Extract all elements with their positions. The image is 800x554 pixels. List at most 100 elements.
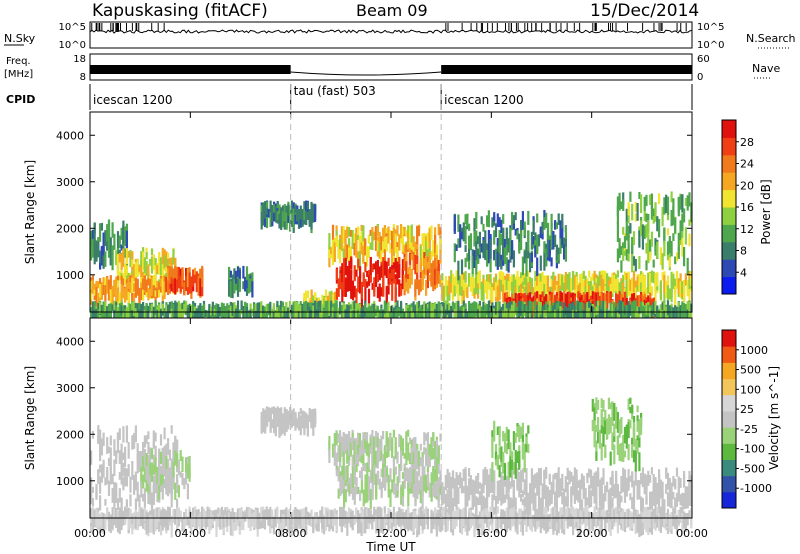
data-cell: [240, 300, 243, 311]
data-cell: [90, 292, 93, 300]
data-cell: [340, 226, 343, 245]
data-cell: [473, 493, 476, 507]
data-cell: [649, 292, 652, 303]
data-cell: [359, 470, 362, 478]
data-cell: [289, 407, 292, 415]
data-cell: [541, 221, 544, 234]
data-cell: [273, 406, 276, 422]
data-cell: [183, 281, 186, 296]
data-cell: [143, 276, 146, 291]
data-cell: [600, 408, 603, 418]
data-cell: [219, 516, 222, 526]
data-cell: [441, 283, 444, 301]
data-cell: [600, 274, 603, 293]
data-cell: [165, 266, 168, 273]
data-cell: [193, 277, 197, 284]
data-cell: [464, 271, 467, 283]
data-cell: [595, 293, 598, 309]
data-cell: [260, 416, 263, 434]
data-cell: [337, 239, 340, 259]
data-cell: [145, 517, 148, 535]
data-cell: [138, 494, 141, 508]
data-cell: [142, 445, 145, 457]
data-cell: [350, 259, 353, 269]
data-cell: [618, 238, 621, 259]
data-cell: [113, 508, 116, 519]
data-cell: [417, 450, 421, 469]
data-cell: [263, 306, 266, 324]
data-cell: [514, 212, 517, 221]
data-cell: [401, 472, 405, 479]
data-cell: [649, 244, 652, 259]
data-cell: [650, 204, 653, 220]
data-cell: [645, 474, 648, 491]
data-cell: [152, 285, 155, 298]
data-cell: [493, 308, 496, 326]
data-cell: [167, 280, 170, 295]
data-cell: [539, 294, 542, 309]
data-cell: [435, 481, 438, 496]
data-cell: [453, 224, 456, 232]
data-cell: [539, 497, 542, 513]
data-cell: [606, 418, 609, 439]
data-cell: [142, 302, 145, 317]
nsearch-tick-top: 10^5: [697, 22, 724, 33]
data-cell: [579, 283, 582, 299]
data-cell: [274, 410, 277, 422]
data-cell: [380, 266, 383, 278]
data-cell: [150, 256, 154, 274]
data-cell: [486, 482, 489, 494]
y-tick-label: 3000: [56, 176, 84, 189]
data-cell: [355, 303, 358, 320]
data-cell: [498, 480, 501, 488]
data-cell: [593, 278, 596, 286]
data-cell: [285, 211, 288, 230]
data-cell: [346, 244, 349, 259]
data-cell: [124, 446, 127, 455]
data-cell: [512, 480, 515, 498]
data-cell: [167, 268, 170, 281]
data-cell: [684, 311, 687, 322]
data-cell: [423, 305, 426, 322]
data-cell: [99, 464, 102, 473]
data-cell: [647, 273, 650, 291]
data-cell: [190, 276, 193, 292]
data-cell: [582, 475, 585, 487]
data-cell: [99, 495, 102, 511]
data-cell: [679, 194, 682, 210]
data-cell: [355, 464, 358, 473]
data-cell: [552, 282, 555, 299]
data-cell: [264, 420, 267, 427]
data-cell: [455, 472, 458, 480]
data-cell: [459, 229, 462, 248]
data-cell: [434, 282, 437, 290]
data-cell: [468, 248, 471, 261]
data-cell: [634, 438, 637, 453]
data-cell: [425, 483, 428, 494]
data-cell: [174, 517, 177, 525]
data-cell: [226, 311, 229, 324]
data-cell: [530, 301, 533, 310]
data-cell: [690, 477, 693, 494]
data-cell: [278, 416, 281, 435]
data-cell: [236, 278, 240, 297]
data-cell: [262, 305, 265, 314]
data-cell: [350, 473, 353, 486]
data-cell: [545, 294, 548, 304]
data-cell: [629, 191, 632, 202]
data-cell: [116, 510, 120, 523]
data-cell: [609, 417, 612, 434]
data-cell: [131, 251, 134, 260]
data-cell: [93, 230, 96, 246]
data-cell: [143, 507, 146, 517]
data-cell: [573, 482, 576, 495]
data-cell: [580, 286, 584, 300]
data-cell: [640, 417, 643, 435]
data-cell: [684, 486, 687, 499]
data-cell: [351, 487, 355, 500]
data-cell: [482, 473, 485, 494]
data-cell: [652, 474, 655, 483]
data-cell: [183, 517, 186, 533]
data-cell: [640, 194, 643, 214]
data-cell: [328, 451, 331, 463]
